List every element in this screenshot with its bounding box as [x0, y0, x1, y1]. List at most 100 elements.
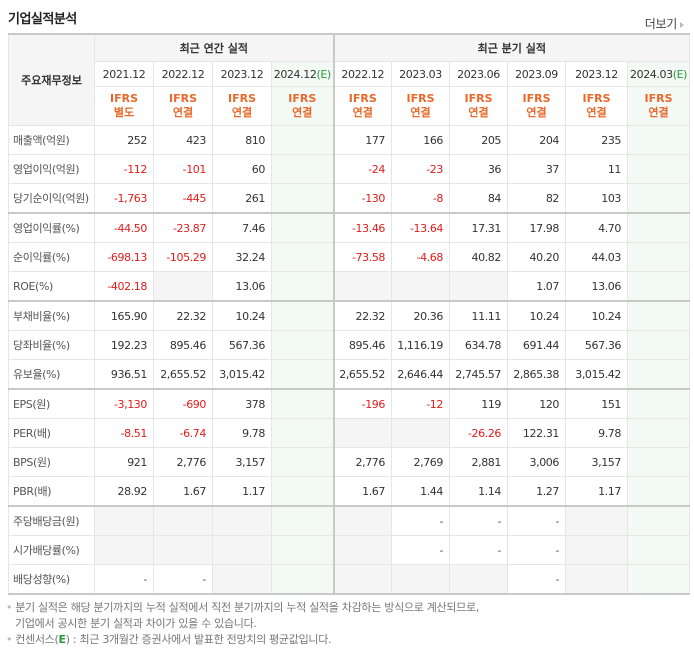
period-header: 2023.03 [391, 61, 451, 87]
value-cell: 22.32 [153, 300, 213, 331]
value-cell [332, 418, 393, 448]
value-cell [391, 564, 451, 595]
table-row: 유보율(%) 936.51 2,655.52 3,015.42 2,655.52 2,64… [8, 359, 691, 390]
value-cell [212, 505, 272, 536]
value-cell: 151 [565, 388, 629, 419]
footnote-1: • 분기 실적은 해당 분기까지의 누적 실적에서 직전 분기까지의 누적 실적을… [6, 601, 480, 614]
value-cell [565, 505, 629, 536]
value-cell: -1,763 [94, 183, 154, 214]
value-cell [270, 388, 335, 419]
value-cell: 192.23 [94, 330, 154, 360]
value-cell [270, 125, 335, 155]
value-cell: 2,745.57 [449, 359, 509, 390]
value-cell [449, 564, 509, 595]
value-cell: -698.13 [94, 242, 154, 272]
table-row: 영업이익(억원) -112 -101 60 -24 -23 36 37 11 [8, 154, 691, 184]
value-cell: 1.27 [507, 476, 567, 507]
value-cell: 2,776 [153, 447, 213, 477]
value-cell: 13.06 [565, 271, 629, 302]
value-cell: 1.67 [153, 476, 213, 507]
value-cell: -13.64 [391, 212, 451, 243]
more-link-label: 더보기 [644, 17, 678, 31]
value-cell: 810 [212, 125, 272, 155]
accounting-standard-header: IFRS 연결 [212, 86, 272, 126]
value-cell [270, 476, 335, 507]
annual-group-header: 최근 연간 실적 [93, 33, 335, 62]
row-label: 주당배당금(원) [8, 505, 95, 536]
value-cell: 2,655.52 [153, 359, 213, 390]
value-cell: - [391, 535, 451, 565]
period-header: 2022.12 [332, 61, 393, 87]
value-cell: 40.20 [507, 242, 567, 272]
value-cell: -8.51 [94, 418, 154, 448]
accounting-standard-header: IFRS 연결 [391, 86, 451, 126]
value-cell: 9.78 [565, 418, 629, 448]
value-cell: 423 [153, 125, 213, 155]
value-cell [449, 271, 509, 302]
financial-summary-table: 주요재무정보 최근 연간 실적 최근 분기 실적 2021.12 2022.12 2… [8, 33, 691, 595]
value-cell [627, 330, 691, 360]
value-cell: -130 [332, 183, 393, 214]
row-label: 유보율(%) [8, 359, 95, 390]
value-cell: 120 [507, 388, 567, 419]
value-cell: - [449, 535, 509, 565]
value-cell: 3,006 [507, 447, 567, 477]
value-cell [627, 183, 691, 214]
value-cell: 40.82 [449, 242, 509, 272]
value-cell: -24 [332, 154, 393, 184]
value-cell [391, 418, 451, 448]
value-cell: 2,769 [391, 447, 451, 477]
row-label: 당좌비율(%) [8, 330, 95, 360]
value-cell: 252 [94, 125, 154, 155]
period-header: 2024.03(E) [627, 61, 691, 87]
value-cell [270, 447, 335, 477]
value-cell: 1.14 [449, 476, 509, 507]
value-cell [332, 564, 393, 595]
value-cell: -44.50 [94, 212, 154, 243]
value-cell [332, 535, 393, 565]
value-cell [270, 564, 335, 595]
value-cell: 9.78 [212, 418, 272, 448]
value-cell: 2,865.38 [507, 359, 567, 390]
value-cell [270, 359, 335, 390]
accounting-standard-header: IFRS 연결 [153, 86, 213, 126]
value-cell [627, 154, 691, 184]
value-cell: 84 [449, 183, 509, 214]
value-cell: 103 [565, 183, 629, 214]
value-cell [153, 505, 213, 536]
period-header: 2023.12 [565, 61, 629, 87]
table-row: 순이익률(%) -698.13 -105.29 32.24 -73.58 -4.68 40.… [8, 242, 691, 272]
value-cell [270, 271, 335, 302]
value-cell [627, 476, 691, 507]
period-header: 2022.12 [153, 61, 213, 87]
value-cell: 17.31 [449, 212, 509, 243]
table-row: 부채비율(%) 165.90 22.32 10.24 22.32 20.36 11.11 10… [8, 300, 691, 331]
row-header-label: 주요재무정보 [8, 33, 95, 126]
value-cell: 13.06 [212, 271, 272, 302]
value-cell: -12 [391, 388, 451, 419]
table-row: 영업이익률(%) -44.50 -23.87 7.46 -13.46 -13.64 17.3… [8, 212, 691, 243]
value-cell: 205 [449, 125, 509, 155]
accounting-standard-header: IFRS 연결 [270, 86, 335, 126]
value-cell: -105.29 [153, 242, 213, 272]
value-cell: 165.90 [94, 300, 154, 331]
value-cell [270, 418, 335, 448]
value-cell: 20.36 [391, 300, 451, 331]
value-cell: -690 [153, 388, 213, 419]
row-label: 당기순이익(억원) [8, 183, 95, 214]
value-cell: 10.24 [507, 300, 567, 331]
value-cell: -112 [94, 154, 154, 184]
value-cell: 7.46 [212, 212, 272, 243]
value-cell: 122.31 [507, 418, 567, 448]
more-link[interactable]: 더보기 [645, 15, 684, 32]
value-cell: 1.67 [332, 476, 393, 507]
value-cell: 28.92 [94, 476, 154, 507]
value-cell: 204 [507, 125, 567, 155]
value-cell: 1.44 [391, 476, 451, 507]
value-cell [391, 271, 451, 302]
value-cell: -8 [391, 183, 451, 214]
table-row: 매출액(억원) 252 423 810 177 166 205 204 235 [8, 125, 691, 155]
accounting-standard-header: IFRS 연결 [449, 86, 509, 126]
value-cell [270, 505, 335, 536]
value-cell: 261 [212, 183, 272, 214]
